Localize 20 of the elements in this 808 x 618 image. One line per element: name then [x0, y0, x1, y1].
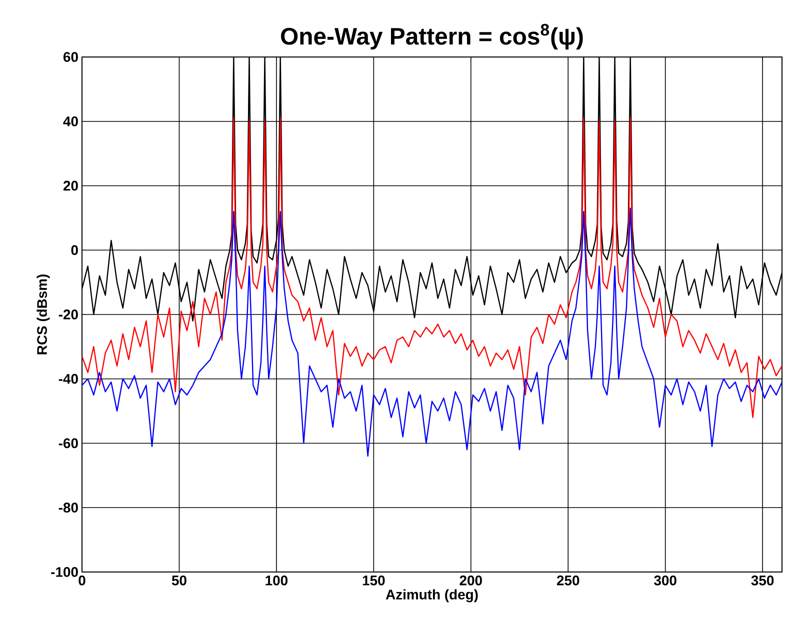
chart-title: One-Way Pattern = cos$^{8}$(ψ)	[281, 24, 583, 50]
y-tick-label: -20	[58, 310, 78, 320]
x-tick-label: 350	[751, 575, 774, 586]
y-tick-label: -100	[51, 567, 78, 577]
y-tick-label: 40	[63, 116, 78, 126]
y-axis-title: RCS (dBsm)	[36, 274, 50, 354]
x-tick-label: 50	[172, 575, 186, 586]
x-tick-label: 250	[556, 575, 580, 586]
x-tick-label: 300	[654, 575, 676, 586]
x-tick-label: 150	[362, 575, 385, 586]
x-tick-label: 200	[460, 575, 482, 586]
y-tick-label: -80	[58, 502, 78, 513]
y-tick-label: 0	[71, 245, 78, 256]
x-tick-label: 0	[78, 575, 86, 586]
x-axis-title: Azimuth (deg)	[386, 589, 478, 602]
y-tick-label: -60	[58, 438, 78, 448]
y-tick-label: 20	[63, 180, 78, 191]
y-tick-label: 60	[63, 52, 78, 62]
x-tick-label: 100	[266, 575, 288, 586]
y-tick-label: -40	[58, 374, 78, 384]
